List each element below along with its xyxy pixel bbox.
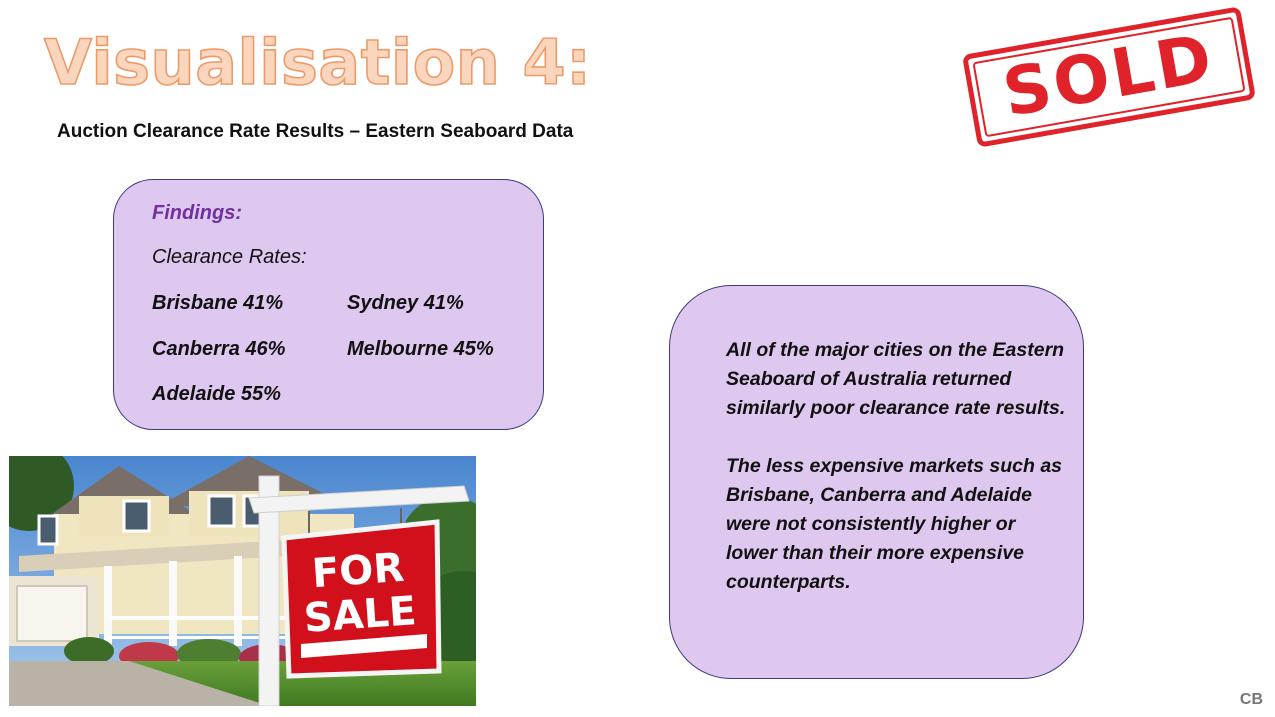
summary-paragraph: All of the major cities on the Eastern S…	[726, 339, 1066, 419]
city-rate-melbourne: Melbourne 45%	[347, 338, 494, 360]
findings-subheading: Clearance Rates:	[152, 246, 307, 268]
sold-stamp: SOLD	[961, 6, 1257, 148]
house-illustration: FOR SALE	[9, 456, 476, 706]
slide-subtitle: Auction Clearance Rate Results – Eastern…	[57, 121, 574, 142]
summary-box: All of the major cities on the Eastern S…	[669, 285, 1084, 679]
city-rate-canberra: Canberra 46%	[152, 338, 286, 360]
summary-paragraph: The less expensive markets such as Brisb…	[726, 455, 1063, 593]
city-rate-sydney: Sydney 41%	[347, 292, 464, 314]
for-sale-house-photo: FOR SALE	[9, 456, 476, 706]
sign-text-line2: SALE	[302, 588, 418, 642]
city-rate-adelaide: Adelaide 55%	[152, 383, 281, 405]
city-rate-brisbane: Brisbane 41%	[152, 292, 284, 314]
stamp-text: SOLD	[997, 19, 1221, 132]
findings-box: Findings: Clearance Rates: Brisbane 41% …	[113, 179, 544, 430]
slide-title: Visualisation 4:	[43, 25, 592, 100]
findings-heading: Findings:	[152, 202, 242, 224]
sign-text-line1: FOR	[311, 545, 406, 597]
author-initials: CB	[1239, 691, 1263, 708]
summary-text: All of the major cities on the Eastern S…	[726, 336, 1066, 626]
